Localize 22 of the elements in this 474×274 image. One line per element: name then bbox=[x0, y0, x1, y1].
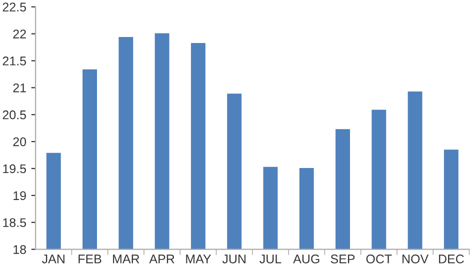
x-tick-label: FEB bbox=[78, 254, 102, 264]
y-tick-label: 22.5 bbox=[2, 2, 26, 12]
y-tick-label: 20.5 bbox=[2, 110, 26, 120]
y-tick-label: 18.5 bbox=[3, 218, 26, 228]
x-tick-label: APR bbox=[149, 254, 174, 264]
y-tick-label: 19.5 bbox=[3, 164, 26, 174]
x-tick-label: DEC bbox=[439, 254, 464, 264]
x-tick-label: JUL bbox=[260, 254, 282, 264]
y-tick-label: 19 bbox=[14, 191, 26, 200]
x-tick-label: MAR bbox=[113, 254, 140, 264]
x-tick-label: JUN bbox=[222, 254, 246, 264]
x-tick-label: NOV bbox=[402, 254, 429, 264]
y-tick-label: 22 bbox=[13, 30, 26, 38]
y-tick-label: 21.5 bbox=[2, 56, 26, 66]
x-tick-label: AUG bbox=[293, 254, 320, 264]
x-tick-label: SEP bbox=[330, 254, 355, 264]
x-tick-label: OCT bbox=[366, 254, 392, 264]
y-tick-label: 20 bbox=[13, 137, 26, 146]
x-tick-label: JAN bbox=[42, 254, 64, 264]
x-tick-label: MAY bbox=[186, 254, 211, 264]
y-tick-label: 18 bbox=[14, 245, 26, 254]
y-tick-label: 21 bbox=[13, 83, 26, 92]
